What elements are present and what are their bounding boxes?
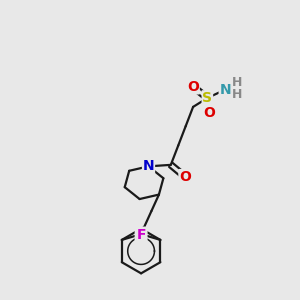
- Text: O: O: [187, 80, 199, 94]
- Text: F: F: [135, 228, 145, 242]
- Text: H: H: [232, 88, 242, 100]
- Text: F: F: [137, 228, 147, 242]
- Text: O: O: [179, 170, 191, 184]
- Text: N: N: [143, 159, 154, 173]
- Text: S: S: [202, 91, 212, 105]
- Text: O: O: [203, 106, 215, 120]
- Text: H: H: [232, 76, 242, 89]
- Text: N: N: [219, 83, 231, 97]
